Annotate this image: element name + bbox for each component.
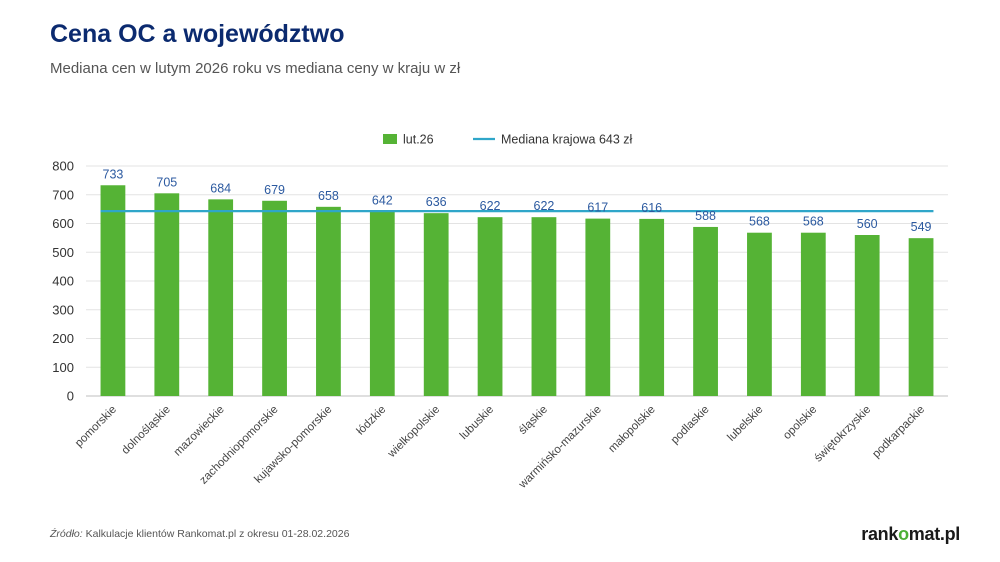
legend-label-bars: lut.26 [403, 133, 434, 147]
x-axis: pomorskie dolnośląskiemazowieckiezachodni… [73, 404, 927, 492]
y-tick-label: 200 [52, 331, 74, 346]
data-labels: 733 705 684 679 658 642 636 622 622 617 616 588 568 5… [103, 167, 932, 234]
x-tick-label: śląskie [517, 404, 550, 437]
x-tick-label: podlaskie [669, 404, 712, 447]
legend: lut.26 Mediana krajowa 643 zł [383, 133, 633, 147]
logo-part-3: mat.pl [908, 524, 961, 544]
rankomat-logo: rankomat.pl [861, 524, 960, 545]
bar [908, 238, 934, 396]
bar [477, 217, 503, 396]
x-tick-label: małopolskie [606, 404, 657, 455]
data-label: 642 [372, 193, 393, 207]
data-label: 616 [641, 201, 662, 215]
x-tick-label: opolskie [781, 404, 819, 442]
y-axis: 0 100 200 300 400 500 600 700 800 [52, 159, 74, 404]
bars [100, 185, 934, 396]
data-label: 705 [156, 175, 177, 189]
logo-part-2: o [898, 524, 909, 544]
page-title: Cena OC a województwo [50, 20, 345, 48]
data-label: 588 [695, 209, 716, 223]
data-label: 636 [426, 195, 447, 209]
x-tick-label: podkarpackie [870, 404, 927, 461]
bar [800, 232, 826, 396]
x-tick-label: świętokrzyskie [812, 404, 873, 465]
data-label: 622 [534, 199, 555, 213]
bar [154, 193, 180, 396]
bar [423, 213, 449, 396]
bar [693, 226, 718, 396]
data-label: 684 [210, 181, 231, 195]
source-note: Źródło: Kalkulacje klientów Rankomat.pl … [50, 528, 349, 540]
x-tick-label: łódzkie [355, 404, 389, 438]
page-subtitle: Mediana cen w lutym 2026 roku vs mediana… [50, 60, 461, 77]
data-label: 622 [480, 199, 501, 213]
bar [208, 199, 234, 396]
legend-label-line: Mediana krajowa 643 zł [501, 133, 633, 147]
source-text: Kalkulacje klientów Rankomat.pl z okresu… [82, 528, 350, 540]
x-tick-label: lubuskie [458, 404, 496, 442]
data-label: 568 [749, 215, 770, 229]
x-tick-label: pomorskie [73, 404, 119, 450]
bar [531, 217, 557, 396]
legend-swatch-bars [383, 134, 397, 144]
x-tick-label: lubelskie [725, 404, 765, 444]
x-tick-label: dolnośląskie [120, 404, 173, 457]
y-tick-label: 300 [52, 302, 74, 317]
data-label: 568 [803, 215, 824, 229]
y-tick-label: 100 [52, 360, 74, 375]
data-label: 560 [857, 217, 878, 231]
x-tick-label: mazowieckie [172, 404, 227, 459]
bar [854, 235, 880, 396]
bar [369, 211, 395, 396]
y-tick-label: 600 [52, 216, 74, 231]
y-tick-label: 700 [52, 187, 74, 202]
y-tick-label: 500 [52, 245, 74, 260]
y-tick-label: 400 [52, 274, 74, 289]
x-tick-label: wielkopolskie [385, 404, 442, 461]
data-label: 658 [318, 189, 339, 203]
y-tick-label: 800 [52, 159, 74, 174]
logo-part-1: rank [861, 524, 899, 544]
y-tick-label: 0 [67, 389, 74, 404]
bar [747, 232, 772, 396]
data-label: 549 [911, 220, 932, 234]
bar [100, 185, 126, 396]
bar [585, 218, 611, 396]
bar [316, 206, 341, 396]
data-label: 679 [264, 183, 285, 197]
source-label: Źródło: [50, 528, 83, 540]
data-label: 733 [103, 167, 124, 181]
bar [639, 218, 665, 396]
data-label: 617 [587, 201, 608, 215]
bar [262, 200, 287, 396]
